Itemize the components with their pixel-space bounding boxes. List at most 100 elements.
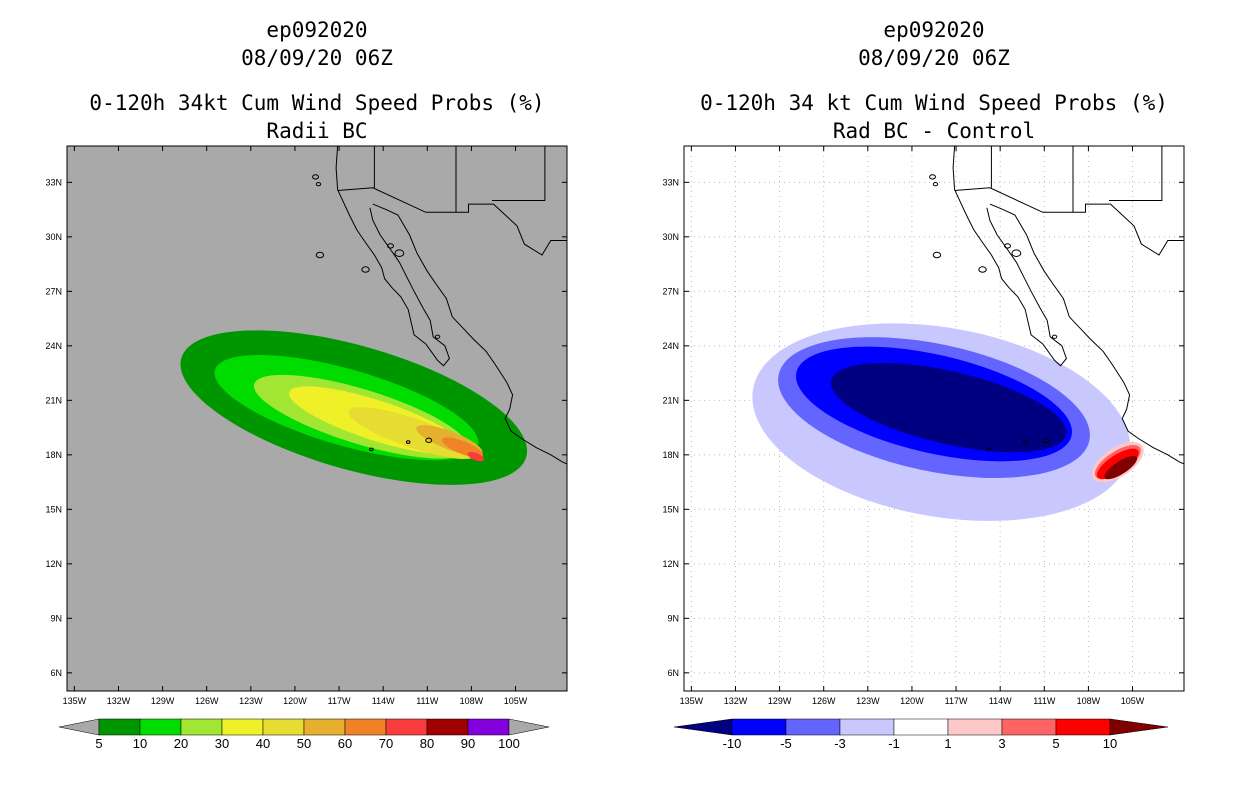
colorbar-extend-low [58,718,100,736]
colorbar-label: 60 [338,736,352,751]
left-chart-title: 0-120h 34kt Cum Wind Speed Probs (%) [89,91,545,115]
colorbar-label: 10 [1103,736,1117,751]
island [387,243,394,249]
colorbar-extend-high [508,718,550,736]
x-tick-label: 105W [1121,696,1145,706]
island [369,447,374,452]
x-tick-label: 117W [328,696,351,706]
coastline-mainland [372,203,567,465]
y-tick-label: 12N [662,559,679,569]
colorbar-label: 70 [379,736,393,751]
colorbar-swatch [180,718,223,736]
x-tick-label: 132W [107,696,131,706]
colorbar-label: -3 [834,736,846,751]
x-tick-label: 135W [680,696,704,706]
colorbar-label: 20 [174,736,188,751]
island [315,182,322,187]
x-tick-label: 129W [768,696,792,706]
x-tick-label: 117W [945,696,968,706]
island [405,440,411,444]
colorbar-swatch [139,718,182,736]
coastline-mainland [989,203,1184,465]
x-tick-label: 126W [812,696,836,706]
x-tick-label: 120W [900,696,924,706]
contour-level-3 [830,363,1067,453]
x-tick-label: 111W [1033,696,1056,706]
y-tick-label: 24N [45,341,62,351]
colorbar-label: 80 [420,736,434,751]
y-tick-label: 21N [45,395,62,405]
y-tick-label: 21N [662,395,679,405]
island [312,174,319,180]
colorbar-swatch [785,718,841,736]
island [986,447,991,452]
y-tick-label: 9N [667,613,679,623]
contour-level-7 [467,451,485,462]
x-tick-label: 135W [63,696,87,706]
map-frame [683,145,1185,692]
y-tick-label: 6N [50,668,62,678]
y-tick-label: 6N [667,668,679,678]
state-border [492,146,546,201]
island [394,249,405,257]
island [932,182,939,187]
colorbar-label: -5 [780,736,792,751]
left-colorbar: 5 10 20 30 40 50 60 70 80 90 100 [58,718,550,751]
island [1042,437,1050,443]
island [434,334,441,339]
contour-level-7 [1104,455,1138,480]
map-contents [684,146,1184,691]
left-chart-subtitle: Radii BC [266,119,368,143]
map-frame [66,145,568,692]
colorbar-label: -1 [888,736,900,751]
y-tick-label: 33N [45,177,62,187]
x-tick-label: 126W [195,696,219,706]
y-tick-label: 12N [45,559,62,569]
y-tick-label: 15N [662,504,679,514]
y-tick-label: 27N [45,286,62,296]
y-tick-label: 18N [45,450,62,460]
colorbar-label: 30 [215,736,229,751]
colorbar-swatch [385,718,428,736]
country-border [954,187,1184,256]
colorbar-swatch [893,718,949,736]
island [932,251,942,259]
y-tick-label: 18N [662,450,679,460]
colorbar-swatch [98,718,141,736]
island [1011,249,1022,257]
coastline-baja [335,146,450,367]
colorbar-swatch [262,718,305,736]
country-border [337,187,567,256]
x-tick-label: 123W [856,696,880,706]
x-tick-label: 111W [416,696,439,706]
x-tick-label: 114W [989,696,1012,706]
x-tick-label: 132W [724,696,748,706]
right-chart-title: 0-120h 34 kt Cum Wind Speed Probs (%) [700,91,1168,115]
colorbar-swatch [731,718,787,736]
colorbar-swatch [303,718,346,736]
colorbar-swatch [221,718,264,736]
right-map-panel: 135W 132W 129W 126W 123W 120W 117W 114W 111W 108W… [662,145,1185,706]
y-tick-label: 30N [662,232,679,242]
y-tick-label: 15N [45,504,62,514]
x-tick-label: 123W [239,696,263,706]
island [1022,440,1028,444]
x-tick-label: 108W [460,696,484,706]
colorbar-swatch [1055,718,1111,736]
x-tick-label: 108W [1077,696,1101,706]
colorbar-swatch [1001,718,1057,736]
island [1051,334,1058,339]
x-tick-label: 129W [151,696,175,706]
colorbar-extend-low [673,718,733,736]
colorbar-label: -10 [723,736,742,751]
colorbar-extend-high [1109,718,1169,736]
colorbar-label: 100 [498,736,520,751]
colorbar-label: 1 [944,736,951,751]
y-tick-label: 24N [662,341,679,351]
colorbar-label: 10 [133,736,147,751]
colorbar-label: 90 [461,736,475,751]
colorbar-swatch [947,718,1003,736]
colorbar-label: 40 [256,736,270,751]
colorbar-label: 5 [1052,736,1059,751]
colorbar-swatch [839,718,895,736]
